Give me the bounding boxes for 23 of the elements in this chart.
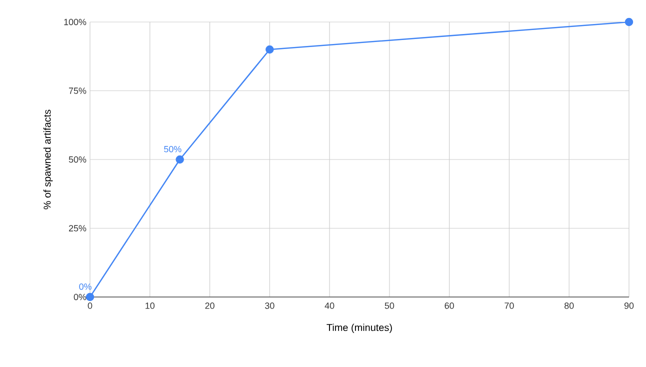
y-tick-label: 25% bbox=[68, 225, 86, 232]
point bbox=[624, 18, 634, 26]
x-tick-label: 40 bbox=[324, 302, 334, 309]
x-axis-title: Time (minutes) bbox=[326, 324, 392, 333]
point bbox=[176, 155, 184, 164]
data-label: 50% bbox=[164, 146, 182, 152]
y-axis-title: % of spawned artifacts bbox=[43, 110, 53, 210]
x-tick-label: 80 bbox=[564, 302, 574, 309]
x-tick-label: 90 bbox=[624, 302, 634, 309]
point bbox=[266, 45, 274, 54]
y-tick-label: 75% bbox=[68, 88, 86, 94]
x-tick-label: 20 bbox=[205, 302, 214, 309]
y-tick-label: 100% bbox=[64, 18, 86, 26]
x-tick-label: 50 bbox=[384, 302, 394, 309]
x-tick-label: 0 bbox=[88, 302, 92, 309]
y-tick-label: 50% bbox=[68, 156, 86, 163]
x-tick-label: 10 bbox=[146, 302, 155, 309]
point bbox=[86, 292, 94, 302]
x-tick-label: 60 bbox=[444, 302, 454, 309]
y-tick-label: 0% bbox=[74, 294, 86, 300]
data-label: 0% bbox=[79, 283, 92, 290]
x-tick-label: 70 bbox=[504, 302, 514, 309]
x-tick-label: 30 bbox=[265, 302, 274, 309]
